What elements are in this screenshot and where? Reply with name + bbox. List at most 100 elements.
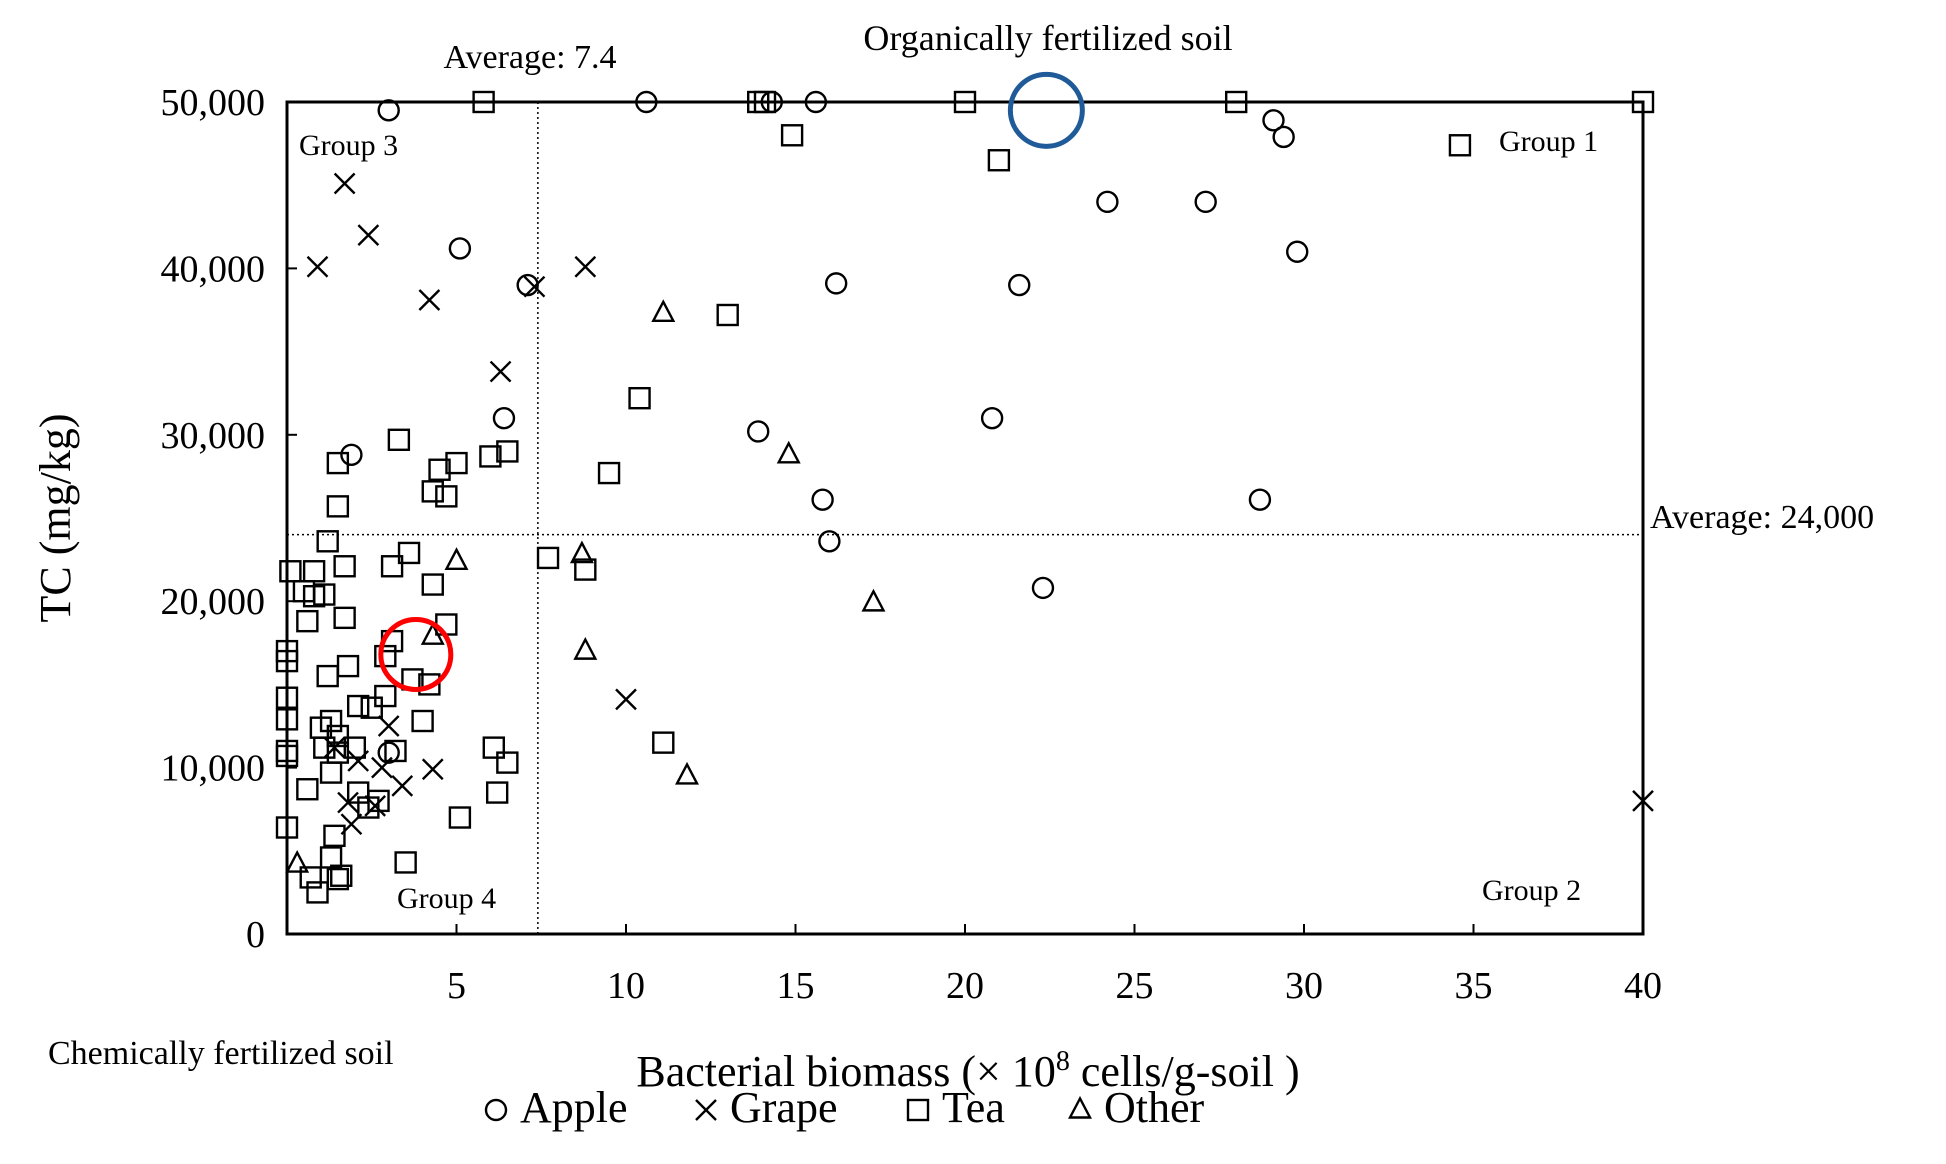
legend-grape-icon xyxy=(695,1099,717,1121)
tea-point xyxy=(346,694,370,718)
chemical-soil-label: Chemically fertilized soil xyxy=(48,1035,394,1072)
tea-point xyxy=(316,664,339,688)
grape-point xyxy=(489,360,512,383)
legend-grape-label: Grape xyxy=(730,1083,838,1132)
x-tick-label: 40 xyxy=(1624,965,1662,1007)
tea-point xyxy=(421,573,444,596)
apple-point xyxy=(492,406,516,430)
tea-point xyxy=(1448,134,1472,157)
grape-point xyxy=(615,688,637,711)
tea-point xyxy=(716,303,739,327)
other-point xyxy=(569,540,594,564)
y-axis-ticks: 0 10,000 20,000 30,000 40,000 50,000 xyxy=(161,82,297,956)
grape-point xyxy=(574,255,597,278)
tea-point xyxy=(472,90,495,114)
tea-point xyxy=(387,428,411,451)
y-tick-label: 30,000 xyxy=(161,415,266,457)
y-tick-label: 0 xyxy=(246,914,265,956)
other-point xyxy=(651,299,676,323)
x-tick-label: 25 xyxy=(1116,965,1154,1007)
tea-point xyxy=(333,606,356,630)
grape-point xyxy=(391,775,414,797)
y-axis-title: TC (mg/kg) xyxy=(31,414,80,623)
tea-point xyxy=(448,806,472,829)
tea-point xyxy=(326,495,350,518)
tea-point xyxy=(428,458,451,481)
tea-point xyxy=(319,846,343,869)
series-grape xyxy=(306,172,1654,836)
tea-point xyxy=(496,751,519,774)
tea-point xyxy=(384,739,407,763)
legend-tea-icon xyxy=(906,1098,930,1122)
series-tea xyxy=(275,90,1655,904)
tea-point xyxy=(374,684,397,708)
tea-point xyxy=(482,736,505,759)
tea-point xyxy=(780,124,804,147)
tea-point xyxy=(323,824,346,848)
apple-point xyxy=(448,237,472,260)
tea-point xyxy=(275,744,299,768)
tea-point xyxy=(302,560,326,583)
x-axis-ticks: 5 10 15 20 25 30 35 40 xyxy=(447,924,1662,1007)
apple-point xyxy=(1248,488,1272,511)
other-point xyxy=(861,588,886,612)
group-2-label: Group 2 xyxy=(1482,874,1581,907)
tea-point xyxy=(275,816,299,839)
apple-point xyxy=(1262,109,1285,132)
other-point xyxy=(420,622,445,645)
tea-point xyxy=(360,696,383,719)
tea-point xyxy=(536,546,560,570)
apple-point xyxy=(377,741,400,764)
tea-point xyxy=(1631,90,1655,114)
tea-point xyxy=(485,781,509,804)
tea-point xyxy=(397,541,421,565)
apple-point xyxy=(818,530,841,553)
tea-point xyxy=(319,761,343,784)
group-4-label: Group 4 xyxy=(397,882,496,915)
legend-apple-label: Apple xyxy=(520,1083,628,1132)
tea-point xyxy=(326,867,350,891)
legend-apple-icon xyxy=(484,1098,508,1122)
tea-point xyxy=(445,451,468,475)
tea-point xyxy=(435,485,458,508)
legend-tea-label: Tea xyxy=(942,1083,1005,1132)
apple-point xyxy=(635,90,658,114)
group-1-label: Group 1 xyxy=(1499,125,1598,158)
y-tick-label: 20,000 xyxy=(161,581,266,623)
x-tick-label: 20 xyxy=(946,965,984,1007)
apple-point xyxy=(824,272,848,295)
tea-point xyxy=(394,851,417,874)
tea-point xyxy=(313,583,336,606)
grape-point xyxy=(306,255,329,278)
apple-point xyxy=(1008,273,1031,297)
grape-point xyxy=(421,758,444,781)
tea-point xyxy=(296,778,319,801)
tea-point xyxy=(330,864,353,887)
tea-point xyxy=(275,686,299,709)
tea-point xyxy=(313,736,336,759)
tea-point xyxy=(496,440,519,463)
legend-other-icon xyxy=(1068,1095,1092,1119)
tea-point xyxy=(411,709,434,733)
series-apple xyxy=(340,90,1309,764)
data-markers xyxy=(275,90,1655,904)
tea-point xyxy=(316,530,339,553)
apple-point xyxy=(340,443,363,466)
other-point xyxy=(675,761,700,785)
legend-other-label: Other xyxy=(1104,1083,1205,1132)
apple-point xyxy=(980,406,1004,430)
y-tick-label: 10,000 xyxy=(161,748,266,790)
tea-point xyxy=(574,558,597,581)
tea-point xyxy=(628,386,651,410)
tea-point xyxy=(380,555,404,578)
y-tick-label: 40,000 xyxy=(161,248,266,290)
tea-point xyxy=(326,451,350,475)
tea-point xyxy=(987,149,1011,172)
tea-point xyxy=(953,90,977,114)
grape-point xyxy=(333,172,356,195)
apple-point xyxy=(1031,576,1055,600)
organic-soil-label: Organically fertilized soil xyxy=(863,18,1232,58)
tea-point xyxy=(479,445,502,468)
grape-point xyxy=(377,715,400,737)
